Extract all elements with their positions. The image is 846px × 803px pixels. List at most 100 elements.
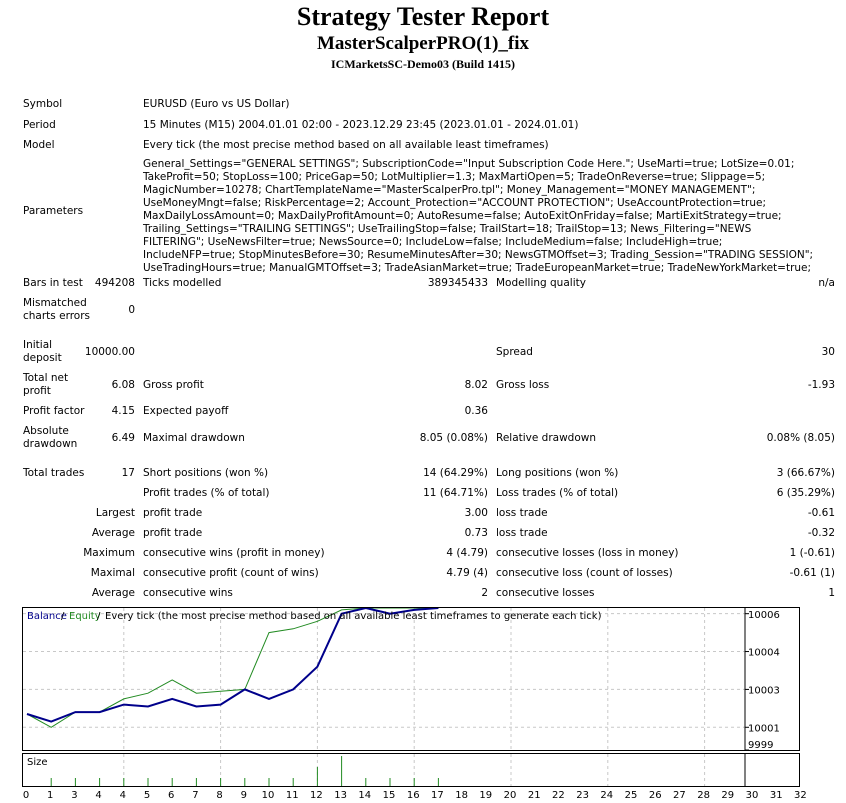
maximal-profit-label: consecutive profit (count of wins) [143,567,319,579]
long-label: Long positions (won %) [496,467,619,479]
quality-value: n/a [818,277,835,289]
largest-profit-value: 3.00 [464,507,488,519]
balance-line [26,608,439,723]
model-label: Model [23,139,55,151]
deposit-label-1: Initial [23,339,53,351]
short-value: 14 (64.29%) [423,467,488,479]
y-tick-label: 9999 [748,740,773,750]
x-tick-label: 0 [23,790,29,801]
x-tick-label: 26 [649,790,662,801]
x-tick-label: 1 [47,790,53,801]
mismatch-label-1: Mismatched [23,297,87,309]
loss-trades-value: 6 (35.29%) [776,487,835,499]
x-tick-label: 3 [71,790,77,801]
absdd-value: 6.49 [111,432,135,444]
x-tick-label: 11 [286,790,299,801]
equity-line [26,608,439,728]
x-tick-label: 12 [310,790,323,801]
average-profit-label: profit trade [143,527,203,539]
grossprofit-label: Gross profit [143,379,204,391]
x-tick-label: 21 [528,790,541,801]
x-tick-label: 7 [192,790,198,801]
y-tick-label: 10004 [748,648,780,659]
ticks-label: Ticks modelled [143,277,222,289]
x-tick-label: 25 [625,790,638,801]
netprofit-label-2: profit [23,385,51,397]
x-tick-label: 17 [431,790,444,801]
x-tick-label: 20 [504,790,517,801]
x-tick-label: 32 [794,790,807,801]
avg-wins-label: consecutive wins [143,587,233,599]
deposit-label-2: deposit [23,352,62,364]
x-tick-label: 14 [358,790,371,801]
legend-sep-2: / [97,611,101,622]
reldd-value: 0.08% (8.05) [766,432,835,444]
parameters-value: General_Settings="GENERAL SETTINGS"; Sub… [143,158,814,274]
average-label: Average [91,527,135,539]
legend-balance: Balance [27,611,67,622]
y-tick-label: 10003 [748,685,780,696]
maximal-profit-value: 4.79 (4) [446,567,488,579]
payoff-value: 0.36 [464,405,488,417]
x-tick-label: 15 [383,790,396,801]
maxdd-value: 8.05 (0.08%) [419,432,488,444]
size-label: Size [27,757,48,768]
x-tick-label: 16 [407,790,420,801]
netprofit-value: 6.08 [111,379,135,391]
size-grid [123,754,706,786]
mismatch-value: 0 [128,304,135,316]
period-label: Period [23,119,56,131]
x-tick-label: 9 [241,790,247,801]
x-tick-label: 8 [216,790,222,801]
netprofit-label-1: Total net [23,372,69,384]
symbol-label: Symbol [23,98,63,110]
maximal-loss-label: consecutive loss (count of losses) [496,567,673,579]
maximum-label: Maximum [83,547,135,559]
largest-loss-value: -0.61 [807,507,835,519]
x-tick-label: 13 [334,790,347,801]
x-tick-label: 27 [673,790,686,801]
reldd-label: Relative drawdown [496,432,597,444]
largest-label: Largest [95,507,135,519]
avg-losses-value: 1 [828,587,835,599]
avg-losses-label: consecutive losses [496,587,595,599]
period-value: 15 Minutes (M15) 2004.01.01 02:00 - 2023… [143,119,579,131]
grossloss-value: -1.93 [807,379,835,391]
long-value: 3 (66.67%) [776,467,835,479]
x-tick-label: 6 [168,790,174,801]
expert-name: MasterScalperPRO(1)_fix [316,33,530,54]
pf-label: Profit factor [23,405,85,417]
loss-trades-label: Loss trades (% of total) [496,487,619,499]
bars-value: 494208 [94,277,135,289]
profit-trades-value: 11 (64.71%) [423,487,488,499]
x-tick-label: 29 [721,790,734,801]
balance-chart-svg: 10006 10004 10003 10001 9999 Balance / Equit… [23,608,780,750]
size-chart-svg: Size [27,754,746,786]
spread-value: 30 [821,346,835,358]
size-chart: Size [22,753,800,787]
parameters-label: Parameters [23,205,84,217]
model-value: Every tick (the most precise method base… [143,139,549,151]
ticks-value: 389345433 [427,277,488,289]
x-tick-label: 4 [95,790,101,801]
grossprofit-value: 8.02 [464,379,488,391]
x-tick-label: 5 [144,790,150,801]
average-loss-value: -0.32 [807,527,835,539]
report-title: Strategy Tester Report [296,2,550,31]
spread-label: Spread [496,346,533,358]
legend-text: Every tick (the most precise method base… [105,611,602,622]
legend-sep-1: / [61,611,65,622]
server-build: ICMarketsSC-Demo03 (Build 1415) [331,57,515,71]
x-tick-label: 30 [746,790,759,801]
trades-value: 17 [121,467,135,479]
chart-grid [23,608,745,750]
balance-chart: 10006 10004 10003 10001 9999 Balance / Equit… [22,607,800,751]
max-wins-value: 4 (4.79) [446,547,488,559]
legend-equity: Equity [69,611,101,622]
mismatch-label-2: charts errors [23,310,90,322]
max-losses-value: 1 (-0.61) [789,547,835,559]
payoff-label: Expected payoff [143,405,229,417]
x-tick-label: 4 [120,790,126,801]
x-tick-label: 24 [600,790,613,801]
x-tick-label: 23 [576,790,589,801]
